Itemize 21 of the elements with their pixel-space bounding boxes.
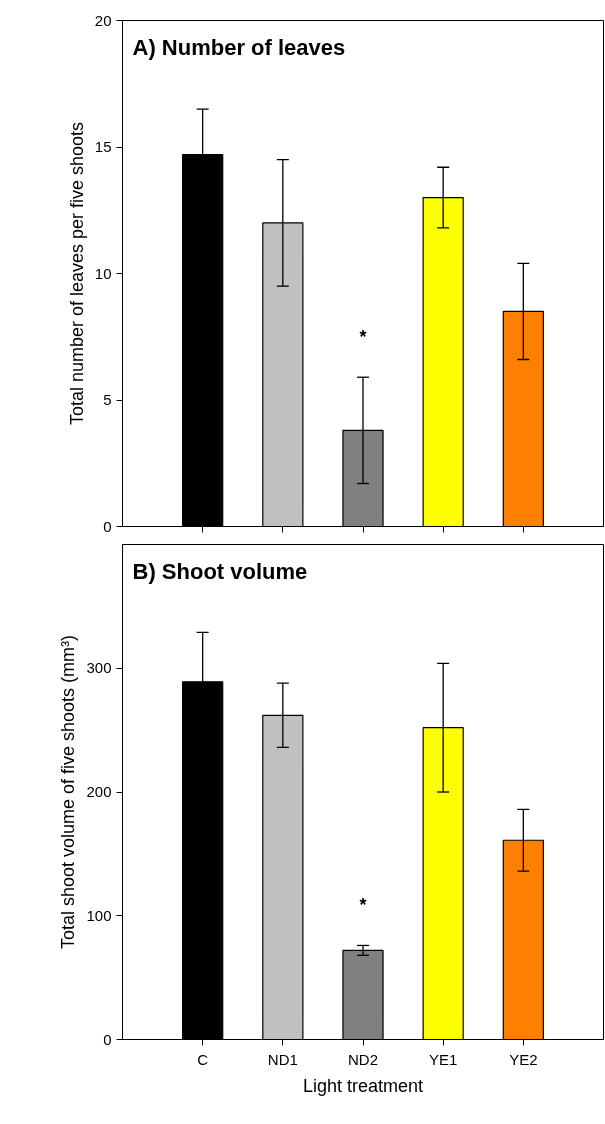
x-tick-label: ND2 [348, 1050, 379, 1068]
x-tick-label: YE2 [509, 1050, 538, 1068]
annotation: * [359, 327, 367, 348]
y-tick-label: 200 [86, 783, 112, 800]
annotation: * [359, 895, 367, 916]
y-tick-label: 300 [86, 659, 112, 677]
y-tick-label: 10 [94, 264, 112, 282]
x-axis-title: Light treatment [302, 1075, 424, 1096]
y-tick-label: 0 [103, 517, 112, 535]
y-tick-label: 0 [103, 1030, 112, 1048]
x-tick-label: C [197, 1050, 209, 1068]
y-tick-label: 5 [103, 391, 112, 408]
y-axis-title: Total number of leaves per five shoots [66, 121, 87, 426]
y-tick-label: 20 [94, 11, 112, 29]
text: B) Shoot volume [132, 558, 308, 584]
y-tick-label: 15 [94, 138, 112, 155]
y-tick-label: 100 [86, 906, 112, 924]
text: A) Number of leaves [132, 34, 346, 60]
x-tick-label: YE1 [428, 1050, 458, 1068]
x-tick-label: ND1 [267, 1050, 298, 1068]
y-axis-title: Total shoot volume of five shoots (mm³) [58, 634, 79, 950]
